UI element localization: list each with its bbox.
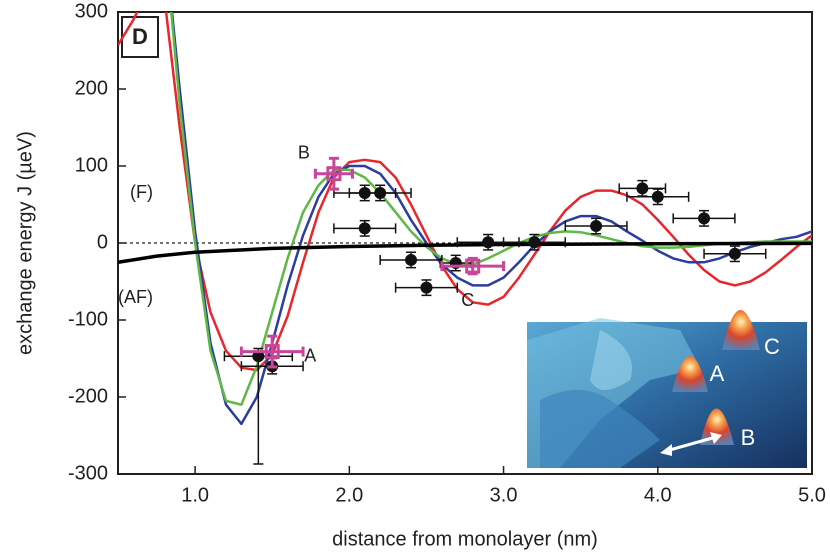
data-point <box>698 212 710 224</box>
x-tick-label: 2.0 <box>335 484 363 506</box>
annotation: (AF) <box>118 287 153 307</box>
y-tick-label: -100 <box>68 308 108 330</box>
x-tick-label: 3.0 <box>490 484 518 506</box>
data-point <box>374 187 386 199</box>
point-label: B <box>298 142 310 162</box>
data-point <box>636 182 648 194</box>
y-tick-label: 0 <box>97 231 108 253</box>
inset-label: A <box>710 361 725 386</box>
y-axis-label: exchange energy J (µeV) <box>14 131 36 355</box>
inset-label: B <box>741 425 756 450</box>
data-point <box>405 254 417 266</box>
data-point <box>729 248 741 260</box>
x-tick-label: 5.0 <box>798 484 826 506</box>
y-tick-label: -200 <box>68 385 108 407</box>
fit-curve <box>118 0 812 370</box>
x-axis-label: distance from monolayer (nm) <box>332 528 598 550</box>
data-point <box>652 191 664 203</box>
point-label: C <box>461 290 474 310</box>
x-tick-label: 4.0 <box>644 484 672 506</box>
inset-label: C <box>764 334 780 359</box>
data-point <box>528 236 540 248</box>
data-point <box>482 236 494 248</box>
y-tick-label: 100 <box>75 154 108 176</box>
fit-curve <box>118 243 812 262</box>
x-tick-label: 1.0 <box>181 484 209 506</box>
y-tick-label: -300 <box>68 462 108 484</box>
data-point <box>590 220 602 232</box>
point-label: A <box>304 345 316 365</box>
data-point <box>420 282 432 294</box>
chart: D distance from monolayer (nm) exchange … <box>0 0 830 556</box>
panel-label: D <box>132 24 148 49</box>
y-tick-label: 200 <box>75 77 108 99</box>
data-point <box>359 222 371 234</box>
annotation: (F) <box>130 182 153 202</box>
y-tick-label: 300 <box>75 0 108 22</box>
